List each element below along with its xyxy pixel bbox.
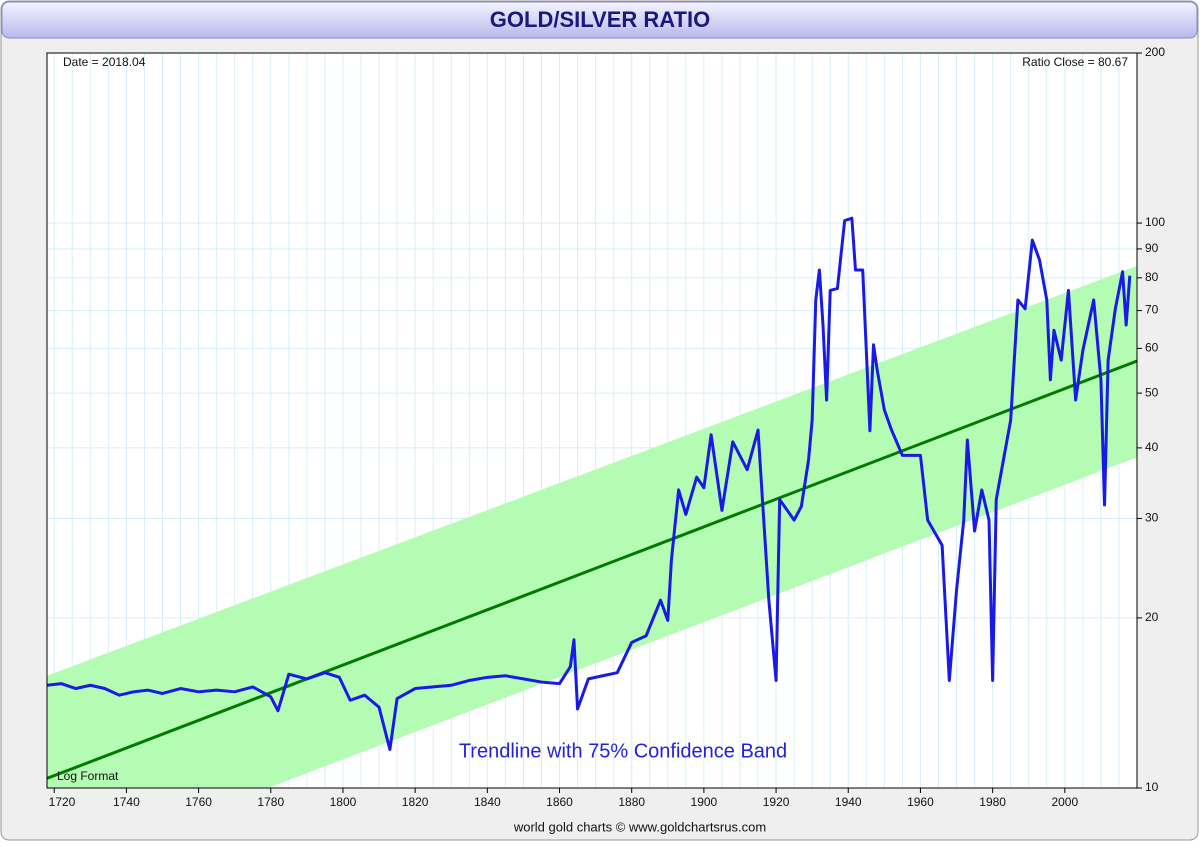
x-tick-label: 2000	[1051, 795, 1078, 809]
band-annotation: Trendline with 75% Confidence Band	[459, 740, 787, 762]
x-tick-label: 1940	[835, 795, 862, 809]
x-tick-label: 1760	[185, 795, 212, 809]
x-tick-label: 1960	[907, 795, 934, 809]
x-tick-label: 1820	[402, 795, 429, 809]
y-tick-label: 30	[1145, 511, 1159, 525]
title-bar	[1, 1, 1198, 39]
x-tick-label: 1740	[113, 795, 140, 809]
x-tick-label: 1980	[979, 795, 1006, 809]
y-tick-label: 70	[1145, 303, 1159, 317]
x-tick-label: 1720	[49, 795, 76, 809]
y-tick-label: 200	[1145, 45, 1165, 59]
confidence-band	[47, 265, 1137, 788]
x-tick-label: 1780	[257, 795, 284, 809]
y-tick-label: 80	[1145, 270, 1159, 284]
close-annotation: Ratio Close = 80.67	[1022, 55, 1128, 69]
y-tick-label: 40	[1145, 440, 1159, 454]
y-tick-label: 60	[1145, 341, 1159, 355]
x-tick-label: 1920	[763, 795, 790, 809]
x-tick-label: 1860	[546, 795, 573, 809]
y-tick-label: 90	[1145, 241, 1159, 255]
x-tick-label: 1840	[474, 795, 501, 809]
y-tick-label: 10	[1145, 780, 1159, 794]
y-tick-label: 100	[1145, 215, 1165, 229]
x-tick-label: 1880	[618, 795, 645, 809]
date-annotation: Date = 2018.04	[63, 55, 146, 69]
x-tick-label: 1900	[691, 795, 718, 809]
y-tick-label: 20	[1145, 610, 1159, 624]
chart-title: GOLD/SILVER RATIO	[490, 7, 710, 32]
trendline	[47, 359, 1137, 780]
plot-border	[46, 52, 1138, 789]
y-tick-label: 50	[1145, 385, 1159, 399]
footer: world gold charts © www.goldchartsrus.co…	[513, 819, 766, 834]
x-tick-label: 1800	[330, 795, 357, 809]
scale-annotation: Log Format	[57, 769, 119, 783]
ratio-line	[47, 216, 1132, 751]
